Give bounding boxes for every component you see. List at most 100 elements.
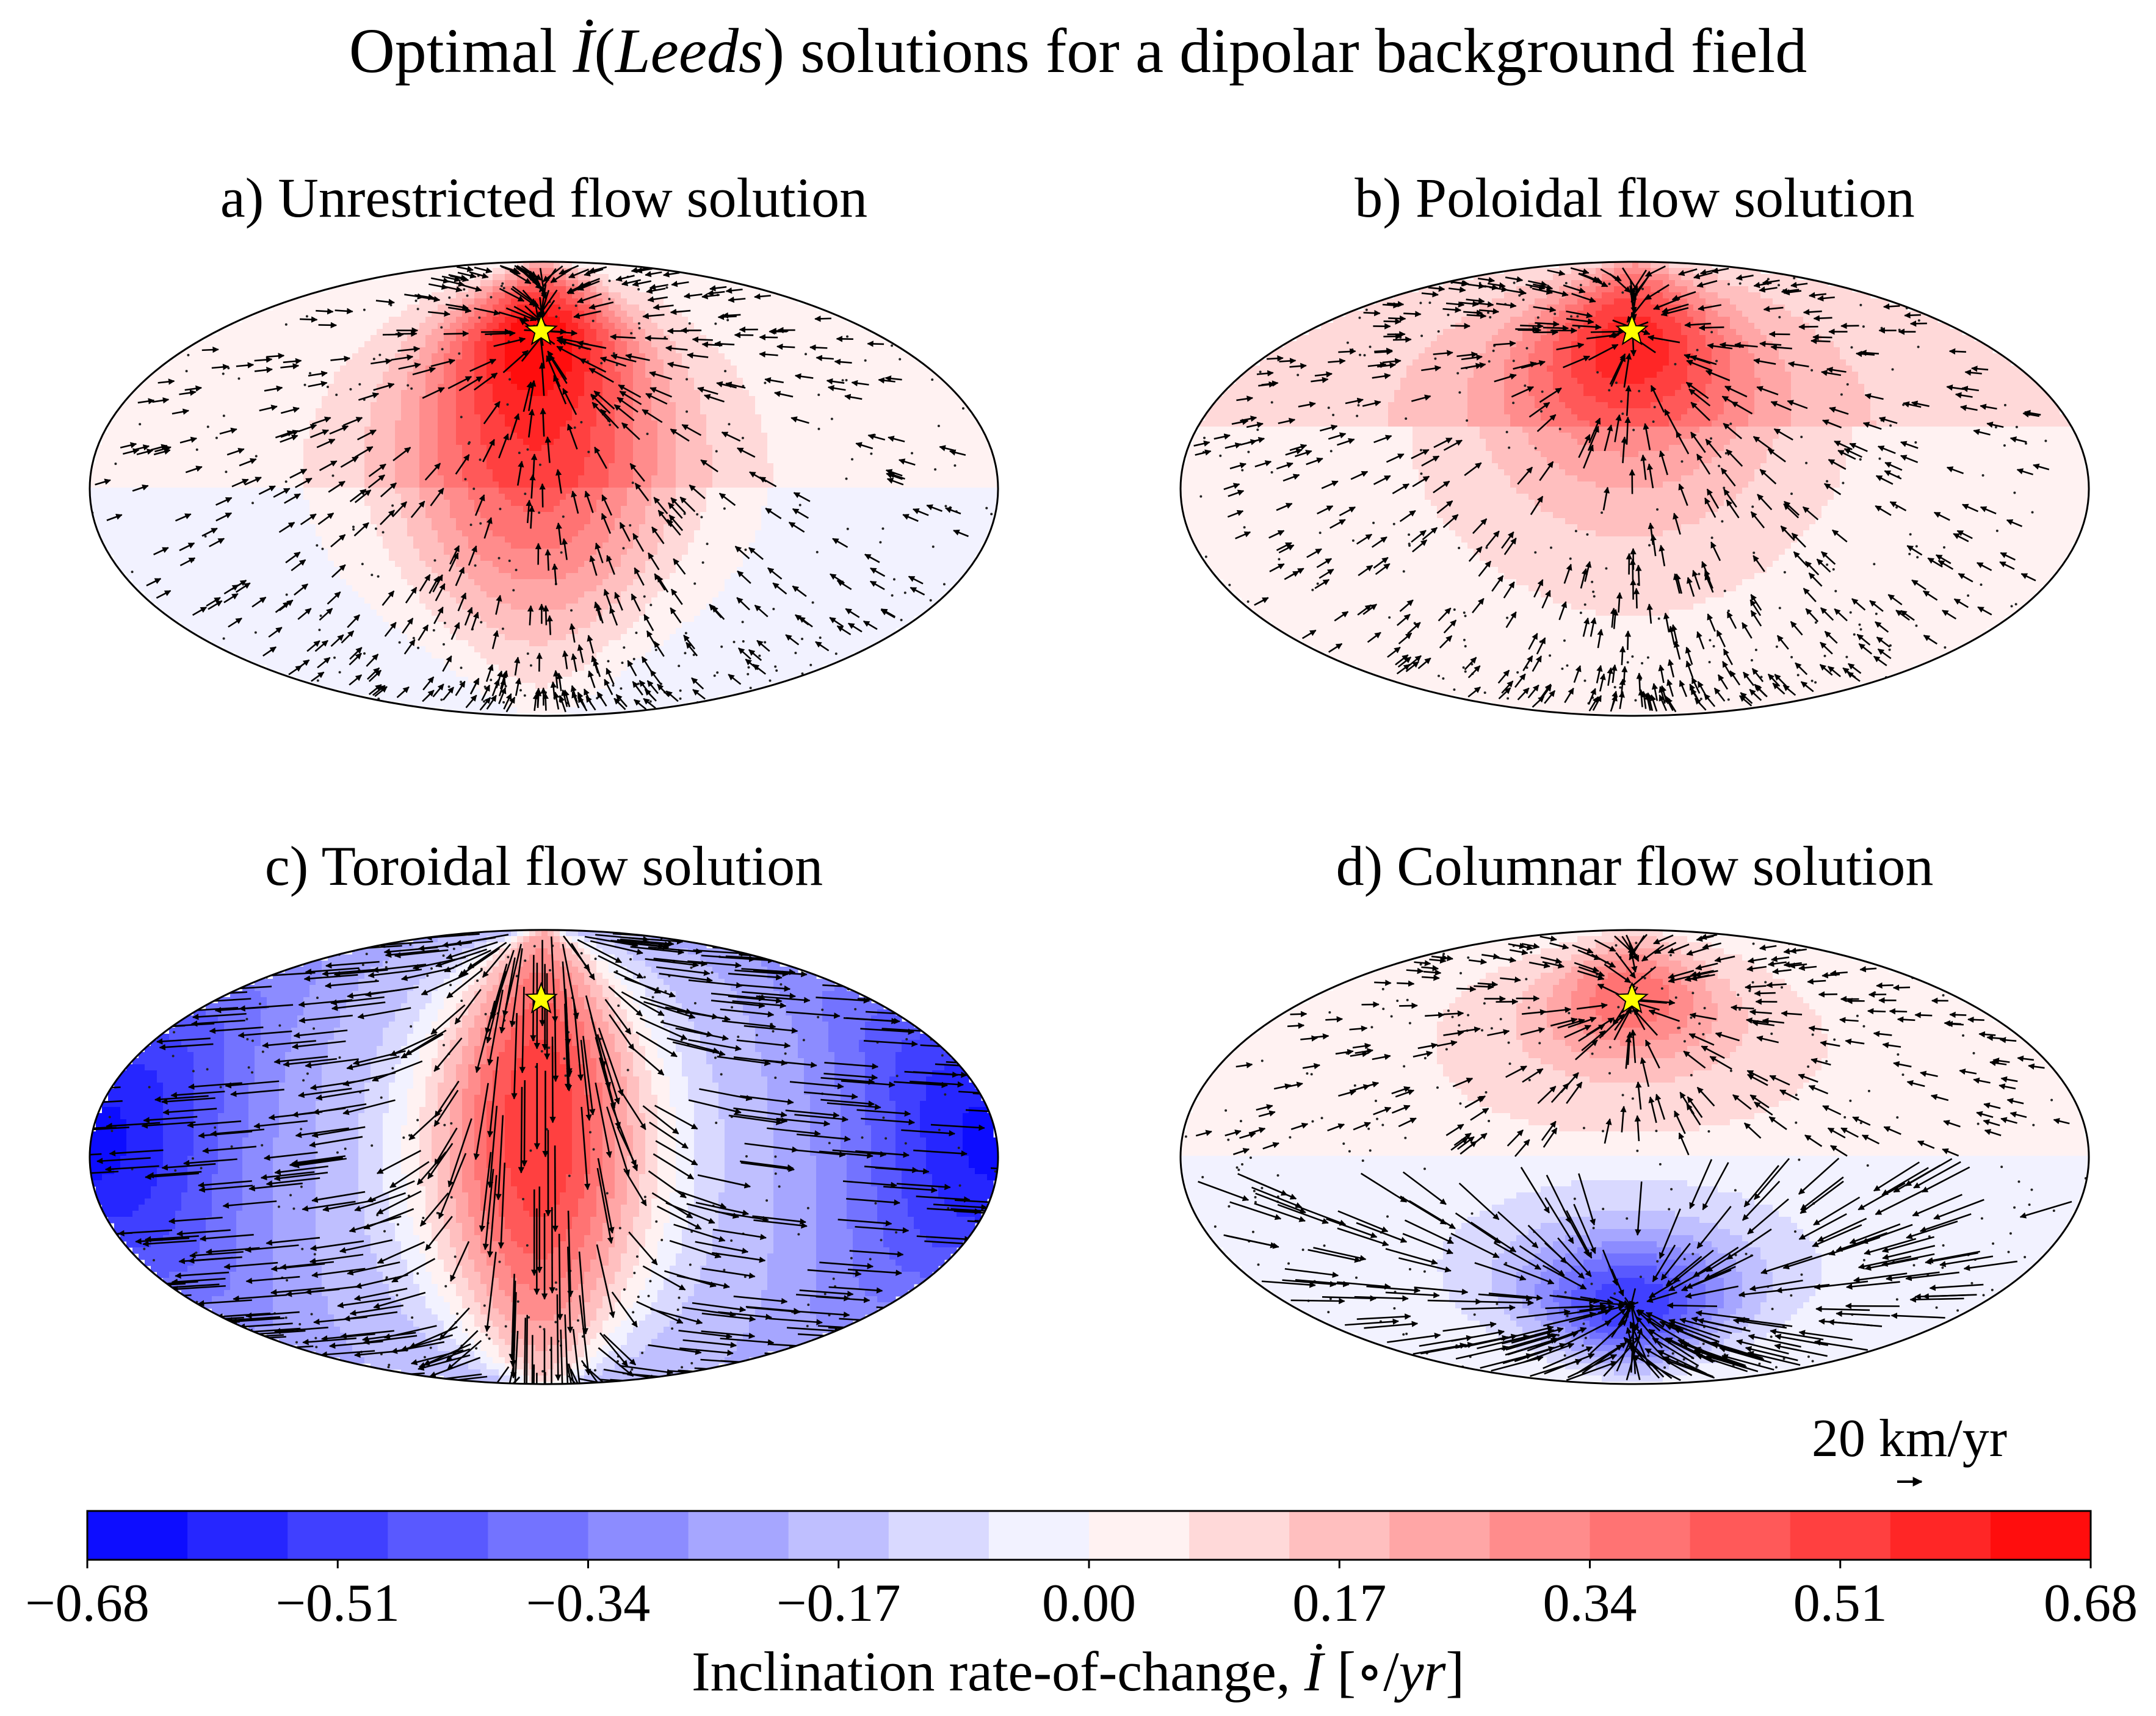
contour-cell (737, 396, 743, 403)
contour-cell (157, 451, 164, 458)
contour-cell (609, 439, 615, 445)
contour-cell (377, 292, 383, 299)
contour-cell (743, 305, 750, 311)
contour-cell (737, 378, 743, 384)
contour-cell (102, 512, 109, 519)
contour-cell (828, 341, 835, 348)
contour-cell (737, 481, 743, 488)
contour-cell (566, 506, 573, 513)
contour-cell (145, 500, 151, 507)
contour-cell (462, 439, 469, 445)
contour-cell (920, 402, 927, 409)
contour-cell (688, 366, 695, 372)
contour-cell (462, 402, 469, 409)
contour-cell (218, 494, 225, 500)
contour-cell (609, 286, 615, 293)
contour-cell (853, 433, 859, 439)
contour-cell (212, 469, 219, 476)
contour-cell (670, 274, 676, 281)
contour-cell (383, 317, 389, 323)
contour-cell (285, 481, 292, 488)
contour-cell (743, 329, 750, 336)
contour-cell (841, 433, 847, 439)
contour-cell (920, 469, 927, 476)
contour-cell (328, 445, 335, 452)
contour-cell (731, 488, 737, 494)
contour-cell (371, 463, 377, 470)
contour-cell (450, 402, 457, 409)
contour-cell (810, 500, 817, 507)
contour-cell (755, 335, 762, 342)
contour-cell (651, 420, 658, 427)
contour-cell (383, 481, 389, 488)
contour-cell (767, 475, 774, 482)
contour-cell (493, 463, 499, 470)
contour-cell (358, 347, 365, 354)
contour-cell (578, 396, 585, 403)
contour-cell (108, 512, 115, 519)
contour-cell (505, 341, 512, 348)
contour-cell (670, 408, 676, 415)
contour-cell (230, 323, 237, 330)
contour-cell (139, 396, 145, 403)
contour-cell (902, 420, 908, 427)
contour-cell (242, 408, 249, 415)
contour-cell (255, 408, 261, 415)
contour-cell (334, 433, 341, 439)
contour-cell (633, 353, 640, 360)
contour-cell (737, 427, 743, 433)
contour-cell (969, 433, 975, 439)
contour-cell (664, 445, 670, 452)
contour-cell (773, 292, 780, 299)
contour-cell (651, 280, 658, 287)
contour-cell (798, 390, 805, 397)
contour-cell (474, 280, 481, 287)
contour-cell (200, 359, 206, 366)
contour-cell (413, 420, 420, 427)
contour-cell (786, 329, 792, 336)
contour-cell (499, 488, 505, 494)
contour-cell (194, 396, 200, 403)
contour-cell (114, 469, 121, 476)
contour-cell (883, 366, 890, 372)
contour-cell (554, 420, 560, 427)
contour-cell (316, 323, 322, 330)
contour-cell (358, 457, 365, 464)
contour-cell (450, 384, 457, 391)
contour-cell (902, 506, 908, 513)
contour-cell (804, 335, 811, 342)
contour-cell (401, 396, 408, 403)
contour-cell (816, 353, 823, 360)
contour-cell (468, 353, 475, 360)
contour-cell (596, 457, 603, 464)
contour-cell (395, 451, 402, 458)
contour-cell (517, 323, 524, 330)
contour-cell (639, 292, 646, 299)
contour-cell (303, 420, 310, 427)
contour-cell (847, 341, 853, 348)
contour-cell (322, 500, 328, 507)
contour-cell (480, 414, 487, 421)
contour-cell (352, 323, 359, 330)
contour-cell (664, 457, 670, 464)
contour-cell (358, 353, 365, 360)
contour-cell (194, 359, 200, 366)
contour-cell (456, 353, 463, 360)
contour-cell (853, 481, 859, 488)
contour-cell (706, 402, 713, 409)
contour-cell (316, 506, 322, 513)
contour-cell (126, 512, 133, 519)
contour-cell (957, 463, 963, 470)
contour-cell (639, 335, 646, 342)
contour-cell (664, 298, 670, 305)
contour-cell (224, 494, 231, 500)
contour-cell (462, 427, 469, 433)
contour-cell (425, 378, 432, 384)
contour-cell (596, 433, 603, 439)
contour-cell (639, 378, 646, 384)
contour-cell (853, 506, 859, 513)
contour-cell (657, 396, 664, 403)
contour-cell (352, 280, 359, 287)
contour-cell (291, 451, 298, 458)
contour-cell (590, 372, 597, 378)
